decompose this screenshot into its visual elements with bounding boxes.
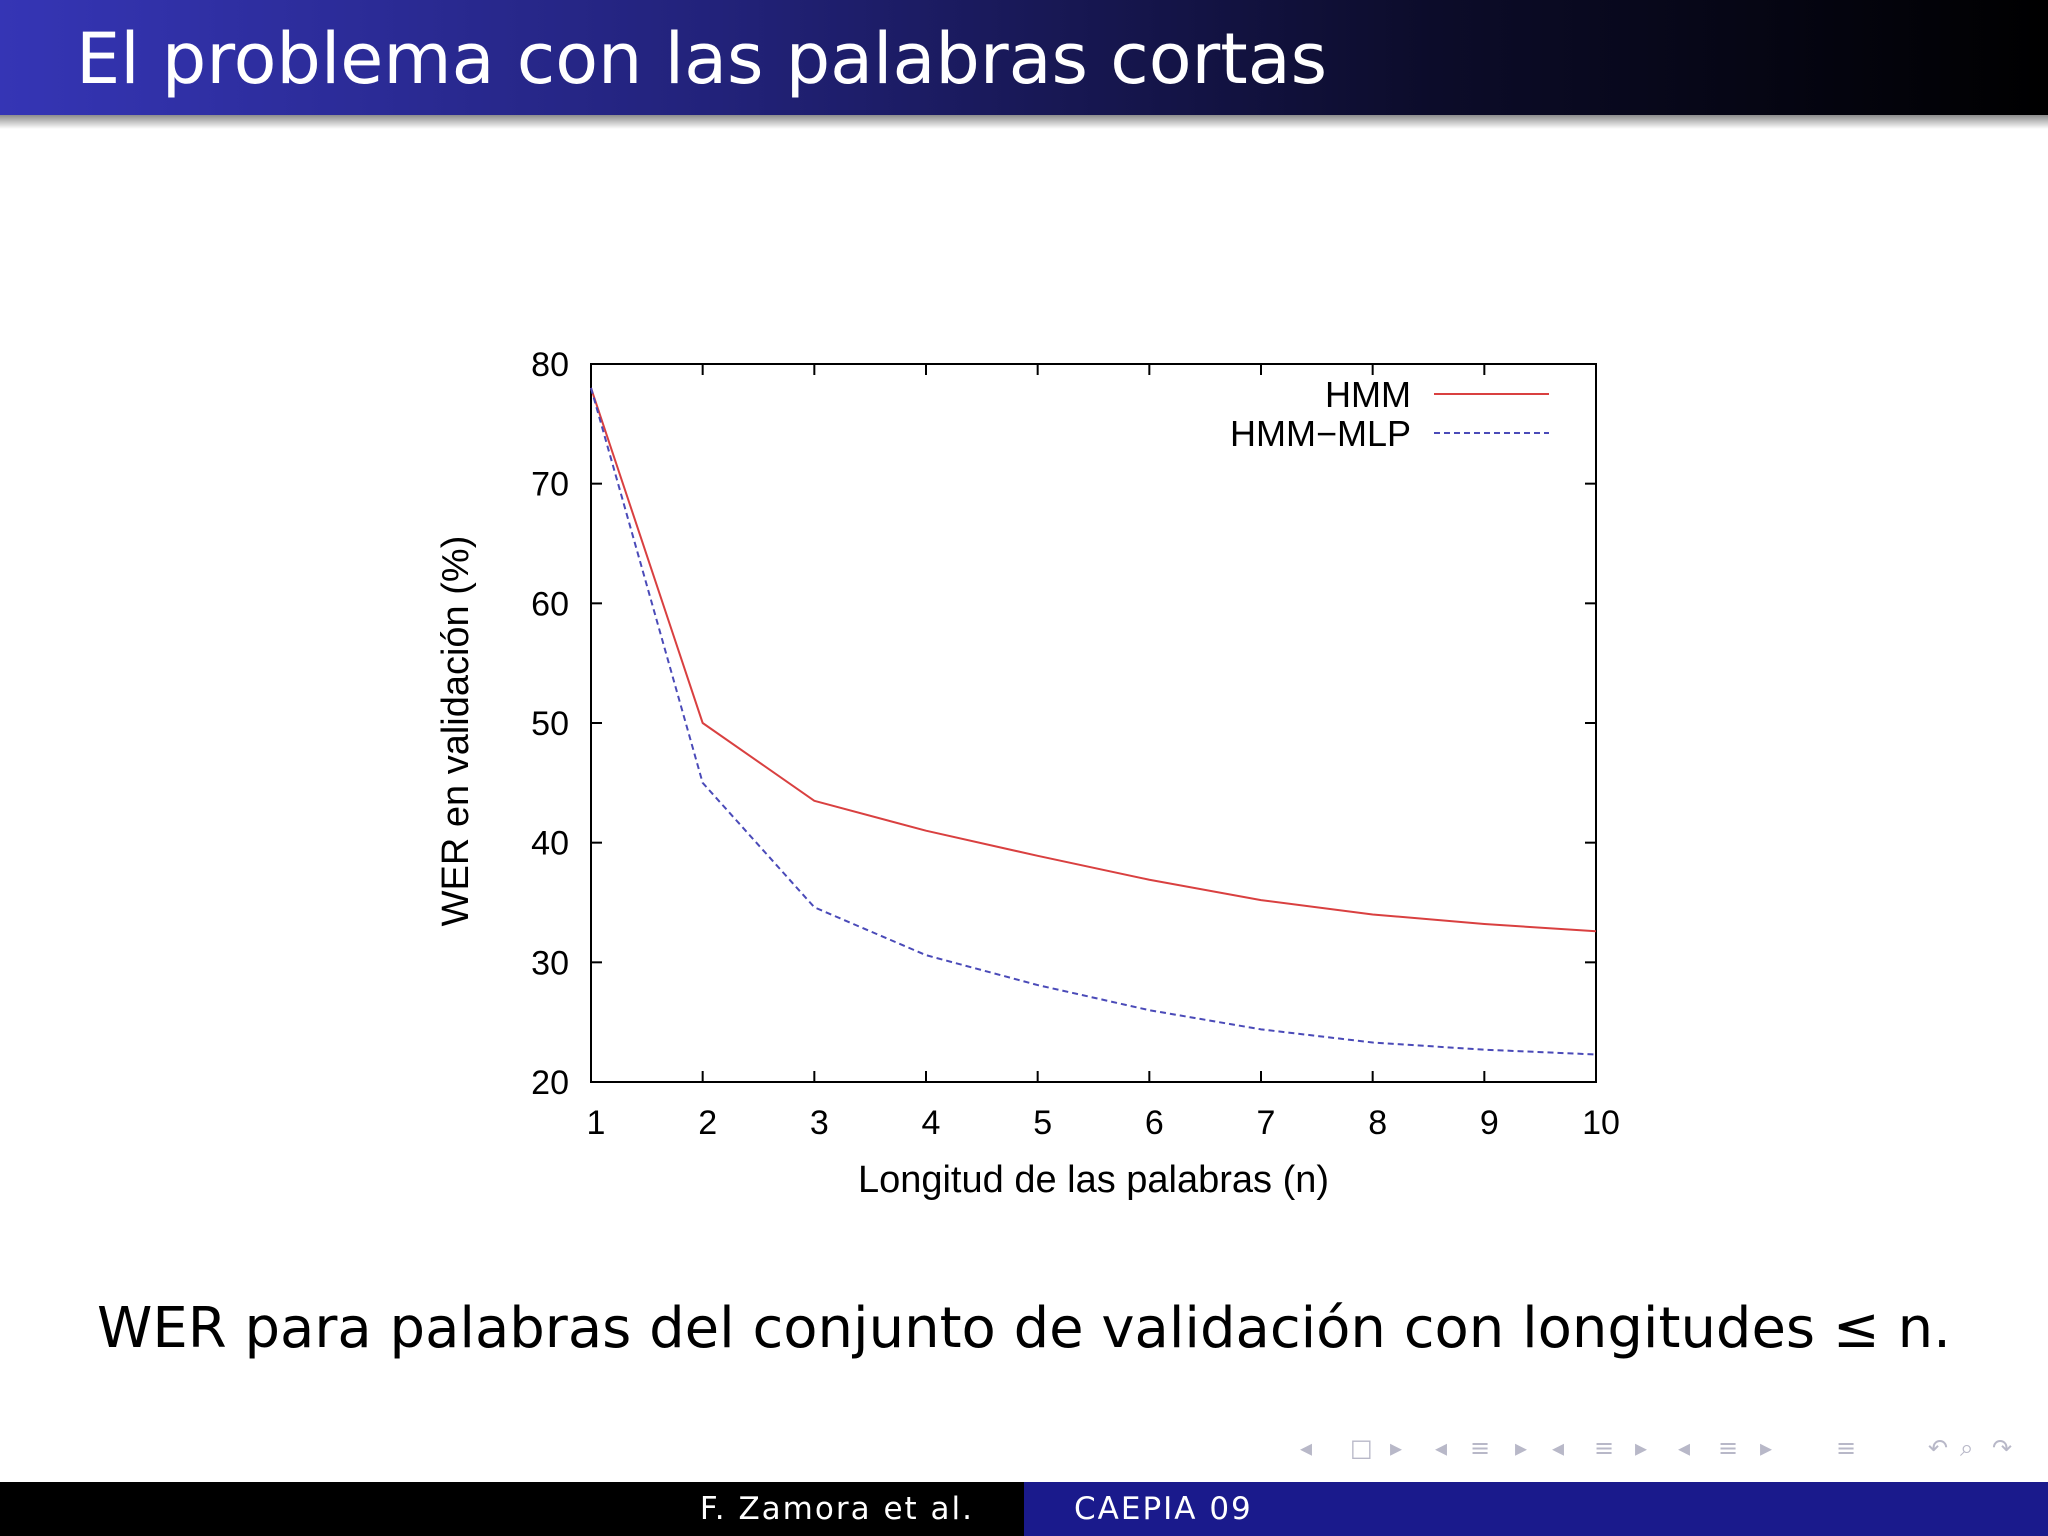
frame-icon[interactable]: □ (1350, 1434, 1373, 1462)
x-tick-label: 4 (922, 1104, 941, 1142)
plot-frame (590, 363, 1597, 1083)
series-line-hmm (590, 387, 1597, 933)
legend-label: HMM−MLP (1230, 413, 1411, 454)
footer-conference: CAEPIA 09 (1074, 1491, 1253, 1527)
title-bar-shadow (0, 115, 2048, 129)
y-tick-label: 50 (531, 705, 569, 743)
align-icon[interactable]: ≡ (1836, 1434, 1857, 1462)
y-tick-label: 30 (531, 944, 569, 982)
nav-next-icon[interactable]: ▸ (1515, 1434, 1528, 1462)
section-icon[interactable]: ≡ (1594, 1434, 1615, 1462)
y-tick-label: 60 (531, 585, 569, 623)
slide-title: El problema con las palabras cortas (76, 18, 1328, 100)
nav-prev-icon[interactable]: ◂ (1678, 1434, 1691, 1462)
nav-next-icon[interactable]: ▸ (1635, 1434, 1648, 1462)
legend-label: HMM (1325, 374, 1411, 415)
x-tick-label: 6 (1145, 1104, 1164, 1142)
search-icon[interactable]: ⌕ (1960, 1434, 1974, 1462)
wer-line-chart: 20 30 40 50 60 70 80 1 2 3 4 5 6 7 8 9 10 Longitud de las… (435, 346, 1620, 1201)
footer-conference-bar: CAEPIA 09 (1024, 1482, 2048, 1536)
nav-prev-icon[interactable]: ◂ (1435, 1434, 1448, 1462)
x-tick-label: 7 (1257, 1104, 1276, 1142)
y-tick-label: 40 (531, 825, 569, 863)
nav-prev-icon[interactable]: ◂ (1300, 1434, 1313, 1462)
redo-icon[interactable]: ↷ (1992, 1434, 2013, 1462)
x-tick-label: 5 (1033, 1104, 1052, 1142)
y-tick-label: 20 (531, 1064, 569, 1102)
y-tick-label: 80 (531, 346, 569, 384)
title-bar (0, 0, 2048, 115)
nav-prev-icon[interactable]: ◂ (1552, 1434, 1565, 1462)
subsection-icon[interactable]: ≡ (1470, 1434, 1491, 1462)
series-line-hmm-mlp (590, 387, 1597, 1056)
nav-next-icon[interactable]: ▸ (1390, 1434, 1403, 1462)
undo-icon[interactable]: ↶ (1928, 1434, 1949, 1462)
x-tick-label: 10 (1582, 1104, 1620, 1142)
y-axis-label: WER en validación (%) (435, 536, 477, 927)
x-axis-label: Longitud de las palabras (n) (858, 1159, 1329, 1201)
x-tick-label: 9 (1480, 1104, 1499, 1142)
x-tick-label: 1 (587, 1104, 606, 1142)
section-icon[interactable]: ≡ (1718, 1434, 1739, 1462)
y-tick-label: 70 (531, 466, 569, 504)
x-tick-label: 3 (810, 1104, 829, 1142)
x-tick-label: 8 (1368, 1104, 1387, 1142)
x-tick-label: 2 (698, 1104, 717, 1142)
nav-next-icon[interactable]: ▸ (1760, 1434, 1773, 1462)
footer-author: F. Zamora et al. (699, 1491, 974, 1527)
slide-caption: WER para palabras del conjunto de valida… (97, 1296, 1951, 1361)
footer-author-bar: F. Zamora et al. (0, 1482, 1024, 1536)
